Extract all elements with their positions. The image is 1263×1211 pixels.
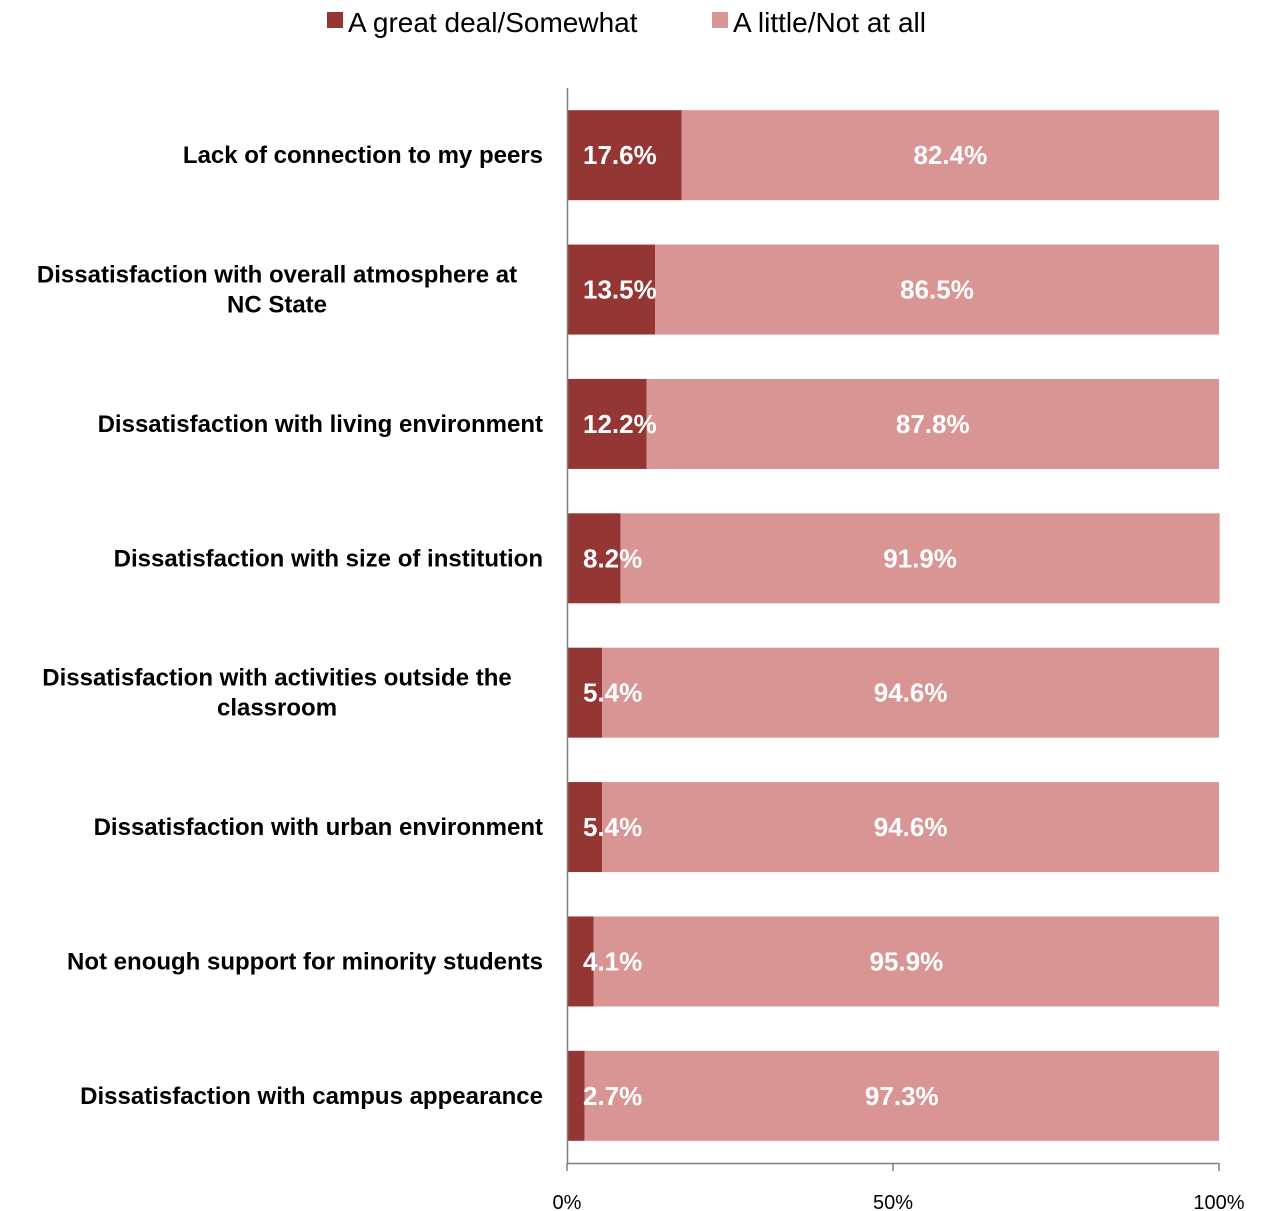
- bar-little-7: [584, 1050, 1219, 1141]
- data-label-great-deal-6: 4.1%: [583, 946, 642, 976]
- data-label-great-deal-3: 8.2%: [583, 543, 642, 573]
- axes: 0% 50% 100%: [553, 88, 1245, 1211]
- bar-great-deal-2: [567, 378, 647, 469]
- category-label-3: Dissatisfaction with size of institution: [114, 545, 543, 572]
- category-label-7: Dissatisfaction with campus appearance: [80, 1083, 543, 1110]
- bar-little-4: [602, 647, 1219, 738]
- bar-great-deal-1: [567, 244, 656, 335]
- bar-little-6: [593, 916, 1219, 1007]
- category-label-4: Dissatisfaction with activities outside …: [42, 665, 511, 722]
- category-label-2: Dissatisfaction with living environment: [98, 411, 543, 438]
- legend-great-deal-label: A great deal/Somewhat: [348, 7, 638, 38]
- bar-little-5: [602, 782, 1219, 873]
- legend-little-label: A little/Not at all: [733, 7, 926, 38]
- bar-great-deal-0: [567, 110, 682, 201]
- bar-great-deal-4: [567, 647, 603, 738]
- data-label-great-deal-4: 5.4%: [583, 678, 642, 708]
- category-label-1: Dissatisfaction with overall atmosphere …: [37, 262, 517, 319]
- bar-little-3: [620, 513, 1220, 604]
- data-label-great-deal-0: 17.6%: [583, 140, 657, 170]
- category-label-0: Lack of connection to my peers: [183, 142, 543, 169]
- bar-little-0: [681, 110, 1219, 201]
- data-label-little-7: 97.3%: [865, 1081, 939, 1111]
- category-label-6: Not enough support for minority students: [67, 948, 543, 975]
- data-label-little-4: 94.6%: [874, 678, 948, 708]
- data-label-little-0: 82.4%: [914, 140, 988, 170]
- data-label-little-3: 91.9%: [883, 543, 957, 573]
- category-label-5: Dissatisfaction with urban environment: [94, 814, 543, 841]
- x-tick-label-2: 100%: [1193, 1192, 1244, 1211]
- legend-little-swatch: [712, 12, 728, 28]
- bar-little-2: [646, 378, 1219, 469]
- x-tick-label-0: 0%: [553, 1192, 582, 1211]
- data-label-little-6: 95.9%: [869, 946, 943, 976]
- data-labels: 17.6% 82.4% 13.5% 86.5% 12.2% 87.8% 8.2% 91.9% 5…: [583, 140, 987, 1111]
- data-label-great-deal-5: 5.4%: [583, 812, 642, 842]
- bars: [567, 110, 1220, 1141]
- data-label-great-deal-7: 2.7%: [583, 1081, 642, 1111]
- data-label-little-2: 87.8%: [896, 409, 970, 439]
- bar-great-deal-6: [567, 916, 594, 1007]
- bar-great-deal-7: [567, 1050, 585, 1141]
- data-label-little-5: 94.6%: [874, 812, 948, 842]
- x-tick-label-1: 50%: [873, 1192, 913, 1211]
- bar-great-deal-5: [567, 782, 603, 873]
- data-label-little-1: 86.5%: [900, 275, 974, 305]
- legend-great-deal-swatch: [327, 12, 343, 28]
- data-label-great-deal-2: 12.2%: [583, 409, 657, 439]
- data-label-great-deal-1: 13.5%: [583, 275, 657, 305]
- category-labels: Lack of connection to my peers Dissatisfa…: [37, 142, 543, 1110]
- bar-great-deal-3: [567, 513, 621, 604]
- legend: A great deal/Somewhat A little/Not at all: [327, 7, 926, 38]
- bar-little-1: [655, 244, 1219, 335]
